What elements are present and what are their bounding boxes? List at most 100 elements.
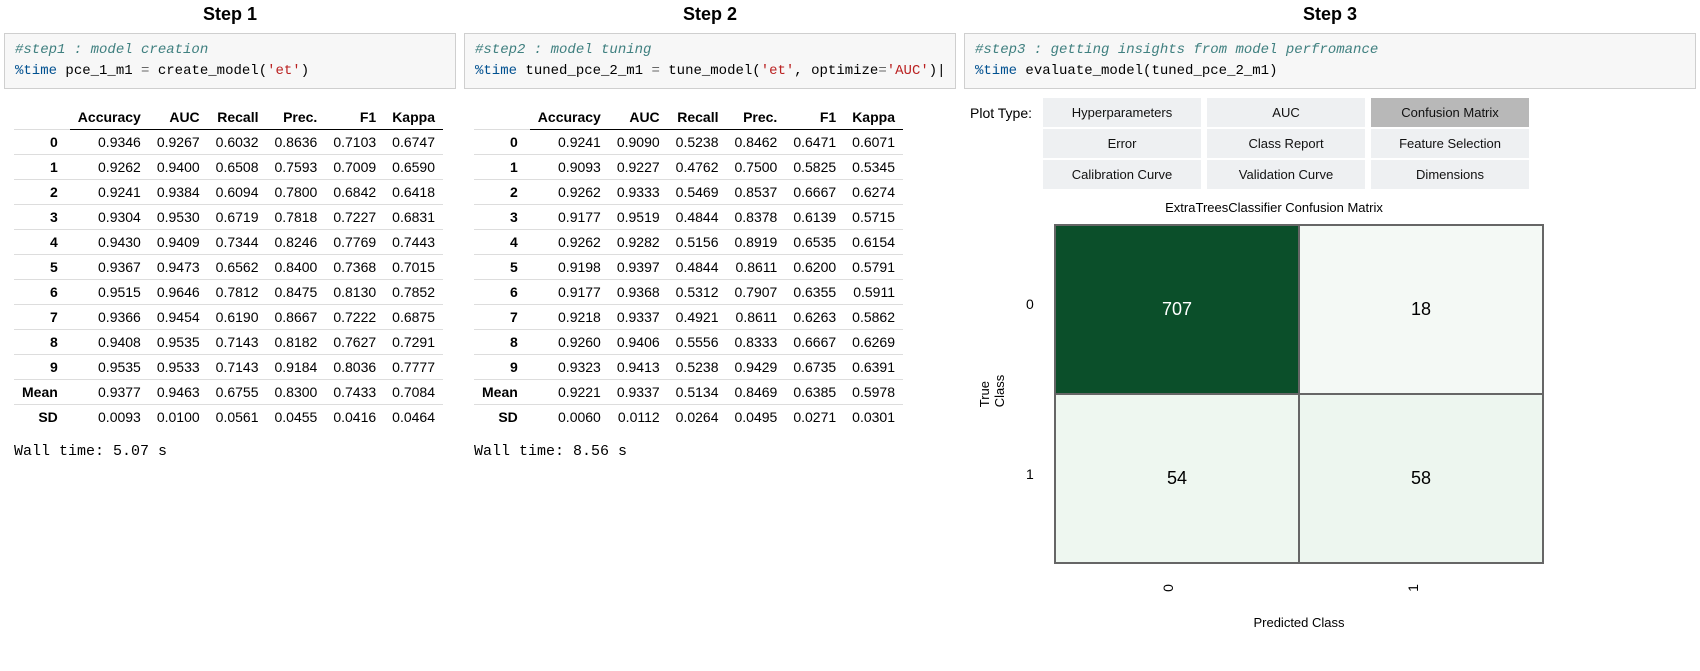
metric-cell: 0.0093 bbox=[70, 405, 149, 430]
metric-cell: 0.9397 bbox=[609, 255, 668, 280]
metric-cell: 0.6355 bbox=[785, 280, 844, 305]
metric-cell: 0.9473 bbox=[149, 255, 208, 280]
metric-cell: 0.8469 bbox=[727, 380, 786, 405]
metric-cell: 0.5345 bbox=[844, 155, 903, 180]
confusion-matrix-title: ExtraTreesClassifier Confusion Matrix bbox=[964, 196, 1584, 215]
metric-cell: 0.8036 bbox=[325, 355, 384, 380]
metric-cell: 0.9367 bbox=[70, 255, 149, 280]
metric-cell: 0.0301 bbox=[844, 405, 903, 430]
step1-code-cell[interactable]: #step1 : model creation %time pce_1_m1 =… bbox=[4, 33, 456, 89]
column-header: Accuracy bbox=[70, 105, 149, 130]
plot-type-button[interactable]: Validation Curve bbox=[1206, 159, 1366, 190]
column-header: Prec. bbox=[267, 105, 326, 130]
plot-type-button[interactable]: Feature Selection bbox=[1370, 128, 1530, 159]
row-index: 1 bbox=[14, 155, 70, 180]
code-comment: #step1 : model creation bbox=[15, 42, 208, 58]
three-step-layout: Step 1 #step1 : model creation %time pce… bbox=[0, 0, 1700, 636]
metric-cell: 0.6875 bbox=[384, 305, 443, 330]
metric-cell: 0.7015 bbox=[384, 255, 443, 280]
confusion-cell: 58 bbox=[1299, 394, 1543, 563]
metric-cell: 0.9406 bbox=[609, 330, 668, 355]
plot-type-button[interactable]: Calibration Curve bbox=[1042, 159, 1202, 190]
metric-cell: 0.9400 bbox=[149, 155, 208, 180]
metric-cell: 0.7777 bbox=[384, 355, 443, 380]
metric-cell: 0.9241 bbox=[70, 180, 149, 205]
table-row: 60.91770.93680.53120.79070.63550.5911 bbox=[474, 280, 903, 305]
table-row: 70.92180.93370.49210.86110.62630.5862 bbox=[474, 305, 903, 330]
row-index: 0 bbox=[474, 130, 530, 155]
metric-cell: 0.6719 bbox=[208, 205, 267, 230]
metric-cell: 0.7907 bbox=[727, 280, 786, 305]
metric-cell: 0.0112 bbox=[609, 405, 668, 430]
row-index: 4 bbox=[474, 230, 530, 255]
metric-cell: 0.6735 bbox=[785, 355, 844, 380]
row-index: 2 bbox=[14, 180, 70, 205]
row-index: 9 bbox=[14, 355, 70, 380]
plot-type-button[interactable]: Confusion Matrix bbox=[1370, 97, 1530, 128]
row-index: SD bbox=[14, 405, 70, 430]
metric-cell: 0.9090 bbox=[609, 130, 668, 155]
metric-cell: 0.9346 bbox=[70, 130, 149, 155]
metric-cell: 0.6842 bbox=[325, 180, 384, 205]
step2-walltime: Wall time: 8.56 s bbox=[474, 443, 956, 460]
column-header: AUC bbox=[609, 105, 668, 130]
x-tick-0: 0 bbox=[1160, 584, 1176, 592]
column-header: Accuracy bbox=[530, 105, 609, 130]
metric-cell: 0.9323 bbox=[530, 355, 609, 380]
metric-cell: 0.8300 bbox=[267, 380, 326, 405]
column-header: Kappa bbox=[384, 105, 443, 130]
code-arg: 'et' bbox=[267, 63, 301, 79]
metric-cell: 0.7227 bbox=[325, 205, 384, 230]
plot-type-button[interactable]: Error bbox=[1042, 128, 1202, 159]
metric-cell: 0.0264 bbox=[668, 405, 727, 430]
metric-cell: 0.7009 bbox=[325, 155, 384, 180]
metric-cell: 0.9177 bbox=[530, 280, 609, 305]
step2-code-cell[interactable]: #step2 : model tuning %time tuned_pce_2_… bbox=[464, 33, 956, 89]
metric-cell: 0.6590 bbox=[384, 155, 443, 180]
code-arg1: 'et' bbox=[761, 63, 795, 79]
table-row: 10.90930.92270.47620.75000.58250.5345 bbox=[474, 155, 903, 180]
step3-column: Step 3 #step3 : getting insights from mo… bbox=[960, 0, 1700, 636]
row-index: 5 bbox=[14, 255, 70, 280]
metric-cell: 0.9337 bbox=[609, 305, 668, 330]
metric-cell: 0.9519 bbox=[609, 205, 668, 230]
step3-title: Step 3 bbox=[964, 4, 1696, 25]
confusion-matrix-grid: 707185458 bbox=[1054, 224, 1544, 564]
step3-code-cell[interactable]: #step3 : getting insights from model per… bbox=[964, 33, 1696, 89]
metric-cell: 0.0561 bbox=[208, 405, 267, 430]
plot-type-button[interactable]: Class Report bbox=[1206, 128, 1366, 159]
metric-cell: 0.4921 bbox=[668, 305, 727, 330]
row-index: 5 bbox=[474, 255, 530, 280]
table-row: 40.94300.94090.73440.82460.77690.7443 bbox=[14, 230, 443, 255]
column-header: Kappa bbox=[844, 105, 903, 130]
metric-cell: 0.6562 bbox=[208, 255, 267, 280]
plot-type-button[interactable]: Dimensions bbox=[1370, 159, 1530, 190]
code-func: create_model bbox=[158, 63, 259, 79]
metric-cell: 0.9535 bbox=[149, 330, 208, 355]
metric-cell: 0.6269 bbox=[844, 330, 903, 355]
row-index: 1 bbox=[474, 155, 530, 180]
metric-cell: 0.5469 bbox=[668, 180, 727, 205]
metric-cell: 0.8537 bbox=[727, 180, 786, 205]
equals-op: = bbox=[651, 63, 659, 79]
metric-cell: 0.9241 bbox=[530, 130, 609, 155]
code-var: tuned_pce_2_m1 bbox=[525, 63, 643, 79]
metric-cell: 0.8611 bbox=[727, 305, 786, 330]
metric-cell: 0.5825 bbox=[785, 155, 844, 180]
confusion-cell: 18 bbox=[1299, 225, 1543, 394]
table-row: 70.93660.94540.61900.86670.72220.6875 bbox=[14, 305, 443, 330]
metric-cell: 0.9515 bbox=[70, 280, 149, 305]
table-row: 00.93460.92670.60320.86360.71030.6747 bbox=[14, 130, 443, 155]
metric-cell: 0.6747 bbox=[384, 130, 443, 155]
metric-cell: 0.7291 bbox=[384, 330, 443, 355]
plot-type-button[interactable]: Hyperparameters bbox=[1042, 97, 1202, 128]
metric-cell: 0.6391 bbox=[844, 355, 903, 380]
row-index: 4 bbox=[14, 230, 70, 255]
metric-cell: 0.5312 bbox=[668, 280, 727, 305]
column-header: Recall bbox=[668, 105, 727, 130]
metric-cell: 0.9282 bbox=[609, 230, 668, 255]
metric-cell: 0.5911 bbox=[844, 280, 903, 305]
metric-cell: 0.6139 bbox=[785, 205, 844, 230]
plot-type-button[interactable]: AUC bbox=[1206, 97, 1366, 128]
metric-cell: 0.9409 bbox=[149, 230, 208, 255]
